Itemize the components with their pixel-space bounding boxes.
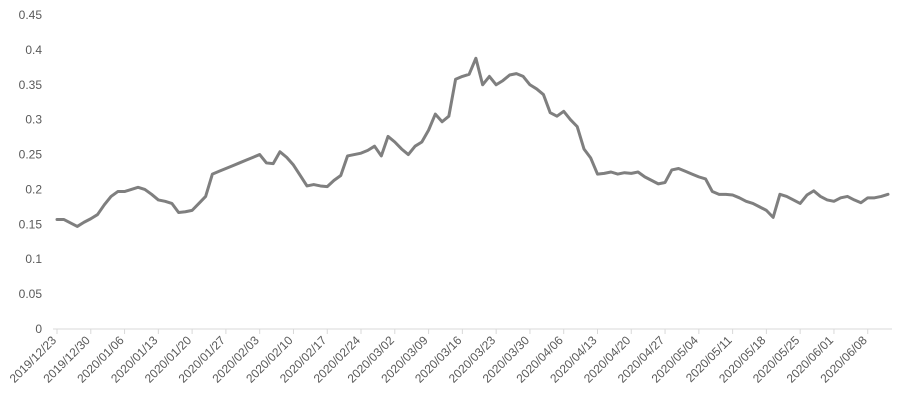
y-tick-label: 0.1 — [25, 252, 42, 266]
y-tick-label: 0.35 — [19, 78, 43, 92]
y-tick-label: 0.3 — [25, 113, 42, 127]
y-tick-label: 0.2 — [25, 182, 42, 196]
y-tick-label: 0.05 — [19, 287, 43, 301]
y-tick-label: 0 — [35, 322, 42, 336]
y-tick-label: 0.4 — [25, 43, 42, 57]
y-tick-label: 0.45 — [19, 8, 43, 22]
y-tick-label: 0.15 — [19, 217, 43, 231]
data-line — [55, 56, 890, 228]
y-tick-label: 0.25 — [19, 148, 43, 162]
